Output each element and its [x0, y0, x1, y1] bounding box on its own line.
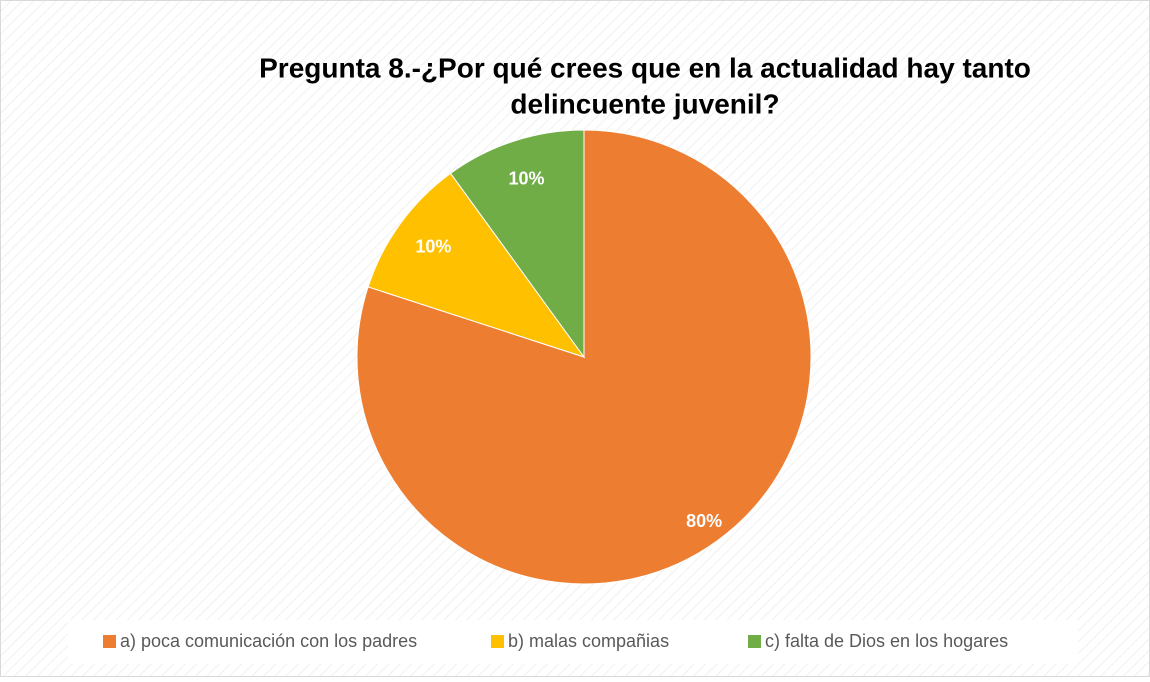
legend-swatch	[103, 635, 116, 648]
chart-title: Pregunta 8.-¿Por qué crees que en la act…	[259, 52, 1031, 83]
legend-label: b) malas compañias	[508, 631, 669, 651]
legend-label: a) poca comunicación con los padres	[120, 631, 417, 651]
legend-swatch	[748, 635, 761, 648]
legend-swatch	[491, 635, 504, 648]
legend-label: c) falta de Dios en los hogares	[765, 631, 1008, 651]
legend-box	[68, 620, 1078, 664]
data-label: 10%	[415, 236, 451, 256]
chart-title: delincuente juvenil?	[510, 88, 779, 119]
pie-slice	[449, 129, 585, 359]
data-label: 80%	[686, 511, 722, 531]
data-label: 10%	[508, 169, 544, 189]
pie-slice	[367, 172, 586, 358]
